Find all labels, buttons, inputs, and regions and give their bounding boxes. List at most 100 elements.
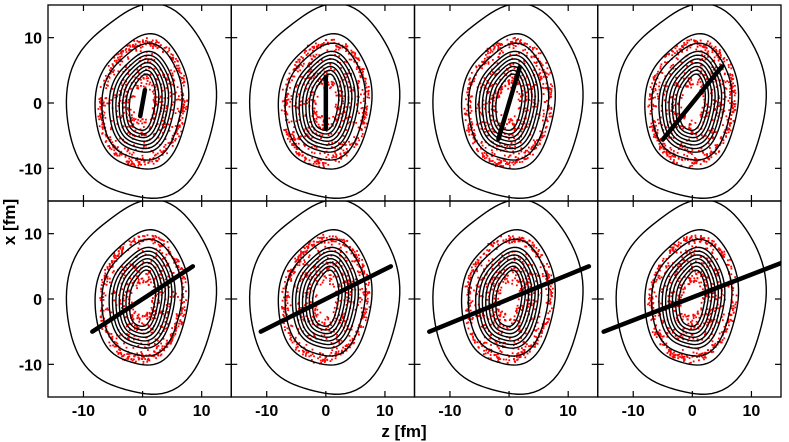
scatter-point	[525, 327, 527, 330]
scatter-point	[688, 166, 691, 169]
scatter-point	[328, 235, 331, 238]
scatter-point	[526, 126, 528, 128]
scatter-point	[132, 263, 134, 266]
scatter-point	[179, 299, 182, 302]
contour-line	[298, 58, 353, 146]
scatter-point	[486, 50, 489, 53]
scatter-point	[654, 134, 656, 137]
scatter-point	[142, 85, 145, 88]
scatter-point	[286, 78, 289, 81]
scatter-point	[287, 309, 290, 312]
scatter-point	[508, 242, 511, 245]
scatter-point	[313, 99, 316, 102]
scatter-point	[488, 91, 491, 93]
scatter-point	[166, 241, 169, 243]
scatter-point	[133, 240, 135, 242]
scatter-point	[185, 108, 187, 111]
scatter-point	[323, 152, 326, 154]
scatter-point	[367, 85, 370, 88]
scatter-point	[329, 274, 332, 277]
scatter-point	[152, 314, 155, 316]
contour-line	[615, 5, 767, 199]
scatter-point	[141, 45, 144, 48]
scatter-point	[701, 150, 704, 153]
scatter-point	[550, 88, 553, 90]
scatter-point	[167, 73, 170, 76]
scatter-point	[285, 133, 288, 136]
scatter-point	[474, 263, 477, 265]
scatter-point	[357, 304, 360, 306]
scatter-point	[285, 304, 288, 307]
scatter-point	[726, 59, 728, 61]
scatter-point	[491, 59, 494, 61]
scatter-point	[292, 75, 294, 78]
scatter-point	[683, 116, 686, 119]
scatter-point	[351, 288, 354, 291]
scatter-point	[138, 239, 140, 242]
scatter-point	[648, 126, 651, 129]
scatter-point	[152, 99, 155, 102]
scatter-point	[533, 292, 535, 294]
scatter-point	[101, 328, 104, 330]
scatter-point	[522, 237, 525, 240]
scatter-point	[472, 142, 474, 145]
scatter-point	[294, 138, 297, 141]
scatter-point	[121, 355, 123, 358]
scatter-point	[718, 49, 721, 51]
scatter-point	[689, 46, 692, 49]
scatter-point	[653, 133, 655, 136]
scatter-point	[484, 146, 487, 149]
scatter-point	[715, 131, 717, 133]
scatter-point	[303, 261, 306, 263]
scatter-point	[353, 251, 356, 253]
scatter-point	[511, 82, 513, 84]
scatter-point	[181, 307, 183, 309]
scatter-point	[358, 274, 361, 277]
scatter-point	[535, 336, 537, 338]
scatter-point	[295, 120, 298, 123]
scatter-point	[182, 94, 185, 97]
scatter-point	[544, 71, 547, 74]
scatter-point	[517, 38, 519, 41]
scatter-point	[297, 58, 300, 61]
scatter-point	[468, 130, 470, 133]
scatter-point	[177, 127, 179, 130]
scatter-point	[466, 293, 469, 296]
scatter-point	[518, 138, 520, 140]
scatter-point	[514, 127, 517, 130]
scatter-point	[518, 324, 521, 327]
scatter-point	[303, 143, 305, 146]
scatter-point	[515, 309, 518, 312]
scatter-point	[313, 111, 316, 114]
scatter-point	[285, 276, 287, 279]
scatter-point	[519, 315, 522, 318]
scatter-point	[311, 136, 314, 139]
scatter-point	[101, 278, 103, 281]
scatter-point	[339, 251, 342, 254]
scatter-point	[344, 73, 347, 75]
scatter-point	[313, 355, 315, 358]
scatter-point	[98, 98, 101, 101]
scatter-point	[524, 158, 527, 160]
scatter-point	[100, 102, 102, 105]
scatter-point	[680, 45, 683, 48]
scatter-point	[469, 81, 472, 84]
scatter-point	[685, 85, 688, 88]
panel-7: -10 0 10	[413, 200, 599, 420]
scatter-point	[282, 88, 284, 91]
contour-line	[101, 42, 183, 161]
scatter-point	[663, 150, 666, 153]
scatter-point	[528, 99, 531, 101]
contour-line	[111, 54, 173, 150]
scatter-point	[313, 145, 316, 148]
scatter-point	[161, 347, 164, 350]
scatter-point	[546, 273, 549, 275]
scatter-point	[177, 325, 180, 328]
scatter-point	[710, 156, 713, 159]
scatter-point	[130, 241, 133, 244]
scatter-point	[315, 117, 318, 120]
scatter-point	[522, 354, 525, 356]
scatter-point	[181, 109, 184, 112]
scatter-point	[469, 273, 472, 276]
scatter-point	[699, 72, 702, 75]
